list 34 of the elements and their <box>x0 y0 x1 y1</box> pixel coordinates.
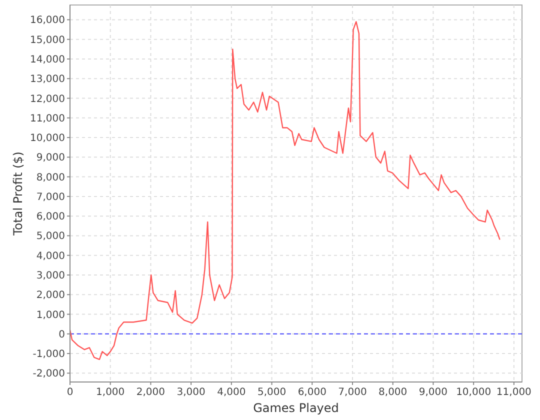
y-tick-label: 12,000 <box>30 94 65 105</box>
y-tick-label: 5,000 <box>36 231 65 242</box>
x-tick-label: 2,000 <box>136 387 166 398</box>
y-tick-label: 9,000 <box>36 152 65 164</box>
y-tick-label: -2,000 <box>32 368 65 380</box>
x-axis-title: Games Played <box>253 401 339 415</box>
y-axis-title: Total Profit ($) <box>11 152 25 236</box>
x-tick-label: 11,000 <box>496 387 532 398</box>
line-series <box>69 21 500 360</box>
y-tick-label: 16,000 <box>30 15 65 26</box>
y-tick-label: 13,000 <box>30 74 65 86</box>
y-tick-label: 10,000 <box>30 133 65 144</box>
x-tick-label: 1,000 <box>96 387 125 398</box>
x-tick-label: 4,000 <box>217 387 246 398</box>
y-tick-label: 6,000 <box>36 212 65 223</box>
x-tick-label: 10,000 <box>456 387 492 398</box>
y-tick-label: -1,000 <box>32 349 65 360</box>
x-tick-label: 0 <box>66 387 74 398</box>
y-tick-label: 14,000 <box>30 54 65 66</box>
x-tick-label: 6,000 <box>298 387 326 398</box>
x-tick-label: 5,000 <box>257 387 286 398</box>
x-tick-label: 8,000 <box>378 387 408 398</box>
x-tick-label: 9,000 <box>418 387 448 398</box>
x-tick-label: 3,000 <box>176 387 206 398</box>
y-tick-label: 0 <box>58 329 65 340</box>
x-tick-label: 7,000 <box>338 387 367 398</box>
y-tick-label: 8,000 <box>36 172 65 184</box>
y-tick-label: 2,000 <box>36 290 65 302</box>
y-tick-label: 15,000 <box>30 34 65 46</box>
y-tick-label: 4,000 <box>36 250 65 262</box>
y-tick-label: 3,000 <box>36 270 65 282</box>
y-tick-label: 7,000 <box>36 192 65 203</box>
y-tick-label: 1,000 <box>36 310 65 321</box>
y-tick-label: 11,000 <box>30 113 65 124</box>
